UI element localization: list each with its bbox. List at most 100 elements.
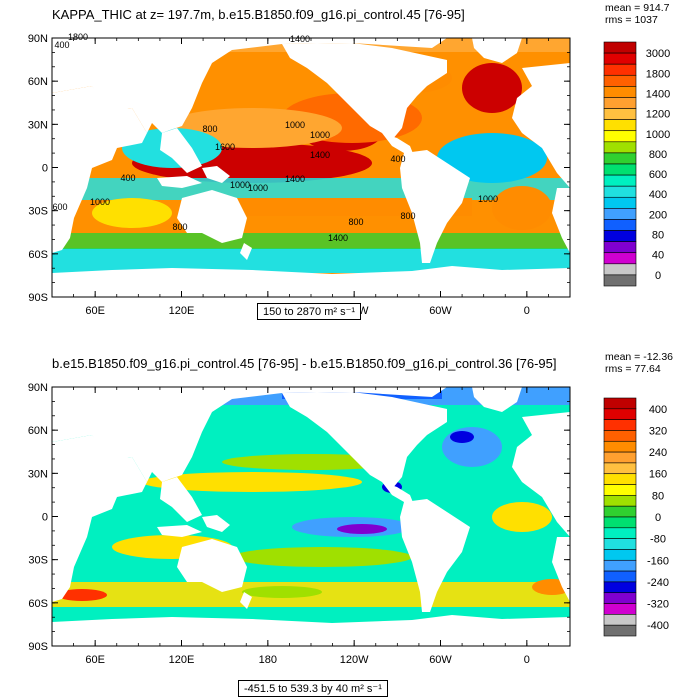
lon-tick-label: 120E	[169, 305, 195, 317]
lat-tick-label: 30N	[28, 468, 48, 480]
contour-label: 1000	[310, 130, 330, 140]
colorbar-swatch	[603, 408, 637, 420]
colorbar-swatch	[603, 592, 637, 604]
colorbar-label: 1400	[646, 88, 670, 100]
colorbar-swatch	[603, 559, 637, 572]
contour-label: 1000	[230, 180, 250, 190]
panel1-title: KAPPA_THIC at z= 197.7m, b.e15.B1850.f09…	[52, 7, 465, 22]
contour-label: 800	[348, 217, 363, 227]
lon-tick-label: 60E	[85, 654, 105, 666]
colorbar-swatch	[603, 440, 637, 453]
panel2-range-label: -451.5 to 539.3 by 40	[244, 683, 348, 695]
colorbar-swatch	[603, 549, 637, 561]
colorbar-label: 200	[649, 209, 667, 221]
panel1-range-units: m² s⁻¹	[324, 306, 356, 318]
colorbar-label: 800	[649, 149, 667, 161]
colorbar-swatch	[603, 505, 637, 518]
colorbar-label: 400	[649, 189, 667, 201]
colorbar-swatch	[603, 527, 637, 539]
colorbar-label: 0	[655, 270, 661, 282]
contour-label: 1000	[285, 120, 305, 130]
colorbar-label: -240	[647, 577, 669, 589]
lon-tick-label: 60W	[429, 654, 452, 666]
contour-label: 1000	[248, 183, 268, 193]
colorbar-swatch	[603, 219, 637, 231]
panel1-contour-labels: 1400180040080010001400140016001000400100…	[52, 32, 498, 243]
contour-label: 1800	[68, 32, 88, 42]
panel1-range-label: 150 to 2870	[263, 306, 322, 318]
colorbar-label: -80	[650, 534, 666, 546]
colorbar-label: 80	[652, 490, 664, 502]
colorbar-swatch	[603, 163, 637, 176]
lat-tick-label: 60S	[28, 598, 48, 610]
panel2-stats: mean = -12.36 rms = 77.64	[605, 351, 673, 375]
lon-tick-label: 60W	[429, 305, 452, 317]
panel1-rms: rms = 1037	[605, 14, 658, 26]
colorbar-swatch	[603, 274, 637, 287]
panel2-axes: 90N 60N 30N 0 30S 60S 90S 60E 120E 180 120W 60W 0	[28, 382, 571, 666]
lat-tick-label: 90S	[28, 641, 48, 653]
colorbar-label: 240	[649, 447, 667, 459]
panel2-range-units: m² s⁻¹	[351, 683, 382, 695]
lat-tick-label: 60N	[28, 425, 48, 437]
colorbar-swatch	[603, 473, 637, 485]
colorbar-swatch	[603, 484, 637, 496]
lat-tick-label: 0	[42, 163, 48, 175]
colorbar-swatch	[603, 516, 637, 529]
panel1-range-box: 150 to 2870 m² s⁻¹	[257, 303, 362, 320]
colorbar-swatch	[603, 41, 637, 54]
panel1-stats: mean = 914.7 rms = 1037	[605, 2, 670, 26]
lon-tick-label: 180	[259, 654, 277, 666]
colorbar-swatch	[603, 208, 637, 220]
colorbar-label: 1800	[646, 68, 670, 80]
colorbar-label: 600	[649, 169, 667, 181]
lon-tick-label: 0	[524, 305, 530, 317]
colorbar-label: 1000	[646, 129, 670, 141]
colorbar-label: -160	[647, 555, 669, 567]
colorbar-swatch	[603, 419, 637, 431]
colorbar-swatch	[603, 130, 637, 143]
colorbar-swatch	[603, 141, 637, 154]
contour-label: 400	[54, 40, 69, 50]
panel2-map	[52, 387, 570, 646]
lon-tick-label: 120E	[169, 654, 195, 666]
contour-label: 1400	[285, 174, 305, 184]
contour-label: 1400	[310, 150, 330, 160]
colorbar-label: 320	[649, 425, 667, 437]
colorbar-swatch	[603, 52, 637, 65]
panel2-range-box: -451.5 to 539.3 by 40 m² s⁻¹	[238, 680, 388, 697]
colorbar-label: -400	[647, 620, 669, 632]
colorbar-swatch	[603, 430, 637, 442]
colorbar-swatch	[603, 451, 637, 464]
lat-tick-label: 30N	[28, 119, 48, 131]
colorbar-swatch	[603, 241, 637, 254]
contour-label: 1600	[215, 142, 235, 152]
panel1-map	[52, 38, 570, 297]
panel1-mean: mean = 914.7	[605, 2, 670, 14]
colorbar-swatch	[603, 495, 637, 507]
colorbar-swatch	[603, 63, 637, 76]
colorbar-swatch	[603, 263, 637, 276]
colorbar-label: 40	[652, 250, 664, 262]
lat-tick-label: 60N	[28, 76, 48, 88]
lat-tick-label: 60S	[28, 249, 48, 261]
colorbar-swatch	[603, 174, 637, 187]
colorbar-swatch	[603, 624, 637, 637]
contour-label: 800	[400, 211, 415, 221]
panel2-colorbar: 400 320 240 160 80 0 -80 -160 -240 -320 -400	[603, 397, 669, 637]
colorbar-swatch	[603, 538, 637, 550]
colorbar-label: 3000	[646, 48, 670, 60]
colorbar-swatch	[603, 230, 637, 242]
colorbar-swatch	[603, 108, 637, 120]
colorbar-label: 0	[655, 512, 661, 524]
colorbar-swatch	[603, 152, 637, 165]
lat-tick-label: 30S	[28, 206, 48, 218]
contour-label: 1000	[90, 197, 110, 207]
panel2-mean: mean = -12.36	[605, 351, 674, 363]
colorbar-swatch	[603, 196, 637, 209]
colorbar-swatch	[603, 614, 637, 626]
panel2-title: b.e15.B1850.f09_g16.pi_control.45 [76-95…	[52, 356, 557, 371]
